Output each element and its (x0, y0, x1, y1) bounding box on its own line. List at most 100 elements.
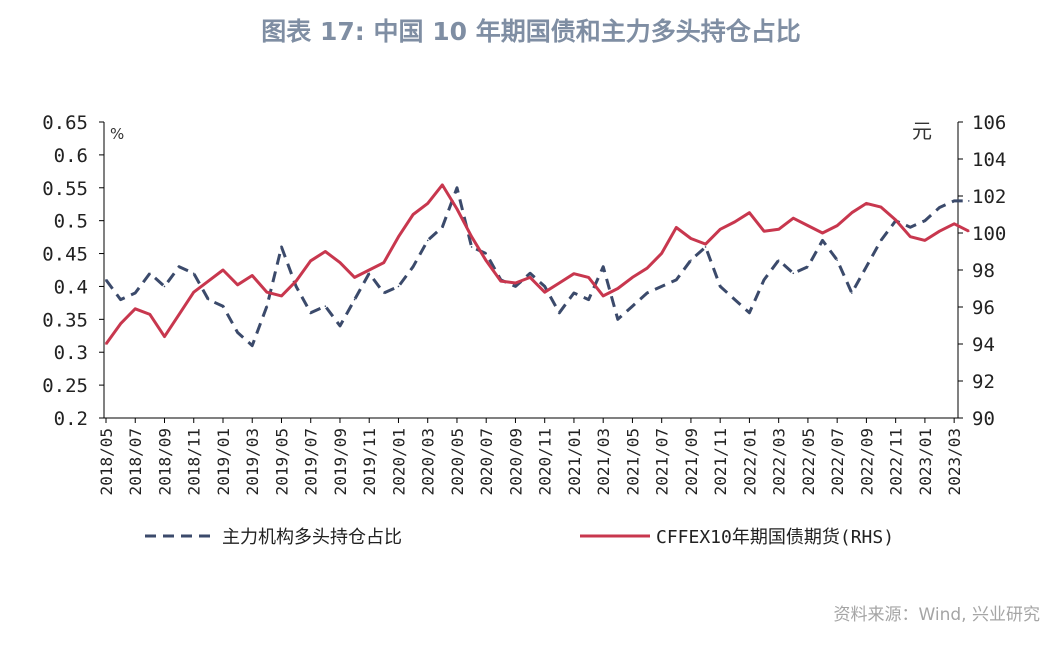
data-point (792, 217, 795, 219)
data-point (251, 274, 254, 277)
data-point (646, 267, 648, 269)
right-tick-label: 102 (972, 186, 1006, 208)
data-point (309, 311, 312, 314)
data-point (178, 313, 180, 316)
data-point (850, 292, 853, 294)
chart-area: 0.2 0.25 0.3 0.35 0.4 0.45 0.5 0.55 0.6 0.65 90 92… (42, 112, 1006, 548)
data-point (412, 265, 414, 268)
left-axis-ticks: 0.2 0.25 0.3 0.35 0.4 0.45 0.5 0.55 0.6 0.65 (42, 112, 104, 430)
x-tick-label: 2021/09 (682, 428, 701, 495)
axes (103, 122, 959, 419)
data-point (192, 272, 195, 275)
data-point (660, 285, 663, 288)
data-point (178, 265, 180, 268)
data-point (353, 276, 356, 279)
x-tick-label: 2022/07 (828, 428, 847, 495)
data-point (105, 279, 107, 281)
x-tick-label: 2022/09 (857, 428, 876, 495)
x-tick-label: 2021/07 (653, 428, 672, 495)
x-tick-label: 2019/09 (331, 428, 350, 495)
right-tick-label: 96 (972, 297, 995, 319)
data-point (850, 211, 853, 214)
data-point (909, 226, 912, 229)
data-point (719, 228, 721, 231)
data-point (470, 246, 473, 248)
data-point (309, 259, 312, 262)
right-axis-ticks: 90 92 94 96 98 100 102 104 106 (958, 112, 1006, 430)
data-point (675, 279, 678, 281)
data-point (149, 313, 151, 316)
data-point (222, 305, 224, 307)
left-tick-label: 0.5 (54, 211, 88, 233)
x-tick-label: 2020/05 (448, 428, 467, 495)
data-point (368, 269, 371, 271)
data-point (456, 186, 458, 189)
x-tick-label: 2022/03 (770, 428, 789, 495)
data-point (339, 325, 341, 327)
data-point (953, 200, 955, 202)
data-point (397, 235, 400, 238)
right-tick-label: 92 (972, 371, 995, 393)
data-point (690, 237, 692, 240)
data-point (543, 291, 546, 294)
data-point (777, 228, 780, 231)
data-point (558, 282, 561, 284)
data-point (383, 292, 385, 294)
data-point (470, 235, 473, 238)
data-point (880, 206, 882, 208)
series-line-long-position-ratio (104, 186, 969, 348)
right-tick-label: 104 (972, 149, 1006, 171)
data-point (441, 184, 444, 186)
right-tick-label: 90 (972, 408, 995, 430)
data-point (207, 280, 210, 282)
data-point (266, 305, 268, 307)
data-point (631, 276, 634, 279)
data-point (953, 222, 955, 225)
x-tick-label: 2019/11 (360, 428, 379, 495)
data-point (573, 272, 575, 275)
left-tick-label: 0.35 (42, 309, 88, 331)
x-tick-label: 2019/01 (214, 428, 233, 495)
data-point (807, 224, 809, 227)
chart-title: 图表 17: 中国 10 年期国债和主力多头持仓占比 (261, 17, 801, 46)
data-point (763, 279, 765, 281)
data-point (660, 252, 663, 255)
data-point (105, 343, 107, 345)
data-point (573, 292, 575, 294)
data-point (617, 318, 619, 321)
left-tick-label: 0.2 (54, 408, 88, 430)
data-point (587, 298, 590, 301)
x-tick-label: 2018/05 (97, 428, 116, 495)
data-point (617, 287, 619, 290)
data-point (192, 291, 195, 294)
data-point (821, 239, 824, 242)
data-point (280, 246, 283, 248)
data-point (266, 291, 268, 294)
data-point (865, 202, 868, 205)
data-point (119, 322, 122, 325)
data-point (295, 285, 297, 288)
right-tick-label: 98 (972, 260, 995, 282)
data-point (397, 285, 400, 288)
right-tick-label: 100 (972, 223, 1006, 245)
data-point (748, 311, 751, 314)
x-tick-label: 2019/03 (243, 428, 262, 495)
data-point (719, 285, 721, 288)
data-point (807, 265, 809, 268)
data-point (704, 243, 707, 245)
data-point (441, 226, 444, 229)
data-point (514, 285, 517, 288)
data-point (821, 232, 824, 234)
data-point (938, 230, 941, 232)
data-point (836, 224, 838, 227)
data-point (236, 284, 239, 286)
data-point (119, 298, 122, 301)
data-point (924, 239, 926, 242)
data-point (748, 211, 751, 214)
left-tick-label: 0.55 (42, 178, 88, 200)
right-tick-label: 94 (972, 334, 995, 356)
data-point (967, 200, 970, 202)
left-tick-label: 0.6 (54, 145, 88, 167)
data-point (412, 213, 414, 216)
left-tick-label: 0.45 (42, 244, 88, 266)
